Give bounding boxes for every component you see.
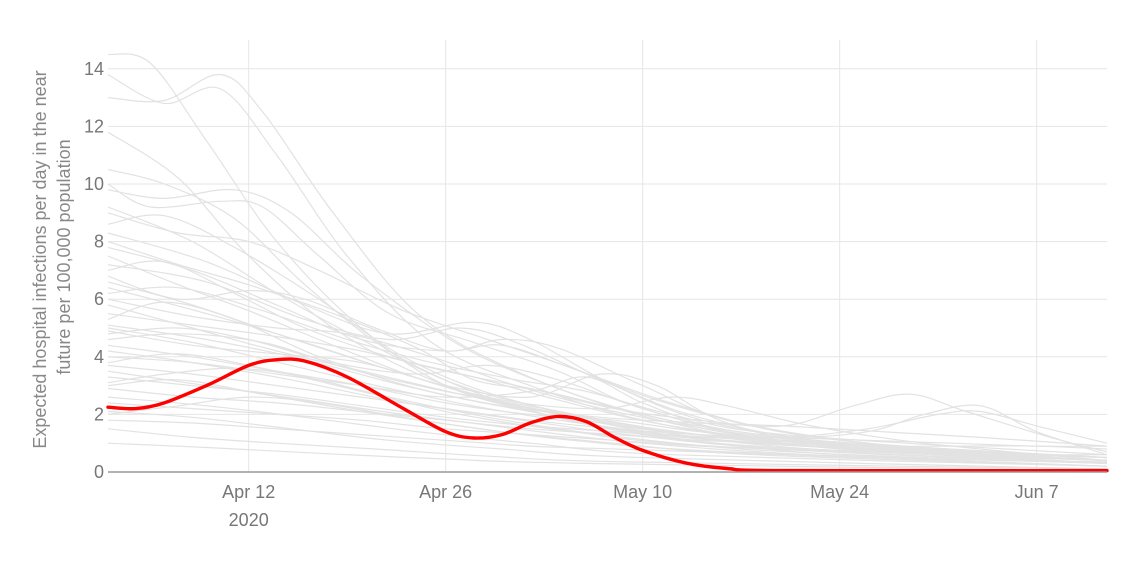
background-series-line xyxy=(107,286,1108,456)
background-series-line xyxy=(107,313,1108,453)
x-tick-label: Apr 26 xyxy=(419,482,472,502)
background-series-line xyxy=(107,396,1108,467)
background-series-line xyxy=(107,330,1108,462)
y-tick-label: 2 xyxy=(94,404,104,424)
background-series-line xyxy=(107,376,1108,444)
background-series-line xyxy=(107,183,1108,459)
background-series-line xyxy=(107,131,1108,464)
background-series-line xyxy=(107,419,1108,463)
y-tick-label: 0 xyxy=(94,462,104,482)
y-tick-label: 12 xyxy=(84,116,104,136)
x-tick-label: May 24 xyxy=(810,482,869,502)
background-series-line xyxy=(107,364,1108,447)
background-series-line xyxy=(107,188,1108,462)
background-series-line xyxy=(107,442,1108,472)
x-tick-label: May 10 xyxy=(613,482,672,502)
background-series-line xyxy=(107,324,1108,447)
y-tick-label: 10 xyxy=(84,174,104,194)
x-tick-label: Apr 12 xyxy=(222,482,275,502)
grid-lines xyxy=(108,40,1107,472)
x-tick-label: Jun 7 xyxy=(1015,482,1059,502)
background-series-group xyxy=(107,53,1108,472)
y-axis-label: Expected hospital infections per day in … xyxy=(30,65,74,448)
y-axis-ticks: 0 2 4 6 8 10 12 14 xyxy=(84,59,104,482)
background-series-line xyxy=(107,353,1108,464)
y-tick-label: 8 xyxy=(94,232,104,252)
x-axis-year-label: 2020 xyxy=(229,510,269,530)
y-tick-label: 14 xyxy=(84,59,104,79)
background-series-line xyxy=(107,410,1108,470)
background-series-line xyxy=(107,367,1108,464)
background-series-line xyxy=(107,327,1108,462)
y-axis-label-line-1: Expected hospital infections per day in … xyxy=(30,70,50,448)
highlight-series-line xyxy=(106,357,1109,473)
x-axis-ticks: Apr 12 Apr 26 May 10 May 24 Jun 7 xyxy=(222,482,1058,502)
y-axis-label-line-2: future per 100,000 population xyxy=(54,139,74,374)
background-series-line xyxy=(107,73,1108,459)
y-tick-label: 4 xyxy=(94,347,104,367)
background-series-line xyxy=(107,212,1108,462)
background-series-line xyxy=(107,428,1108,470)
background-series-line xyxy=(107,214,1108,462)
highlight-series-group xyxy=(106,357,1109,473)
background-series-line xyxy=(107,327,1108,464)
background-series-line xyxy=(107,74,1108,462)
background-series-line xyxy=(107,344,1108,456)
background-series-line xyxy=(107,169,1108,462)
background-series-line xyxy=(107,298,1108,459)
y-tick-label: 6 xyxy=(94,289,104,309)
